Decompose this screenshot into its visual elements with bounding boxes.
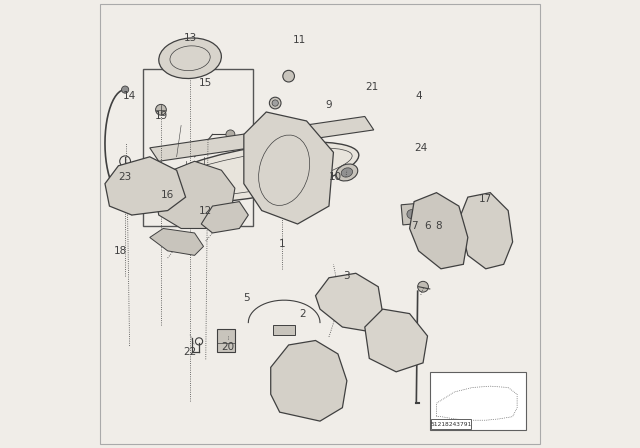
Text: 1: 1 — [278, 239, 285, 249]
Ellipse shape — [151, 142, 359, 203]
Polygon shape — [365, 309, 428, 372]
Text: 2: 2 — [299, 309, 305, 319]
Text: 51218243791: 51218243791 — [430, 422, 472, 427]
Polygon shape — [316, 273, 383, 332]
Text: 8: 8 — [435, 221, 442, 231]
Circle shape — [283, 70, 294, 82]
Ellipse shape — [252, 126, 317, 214]
Text: 19: 19 — [154, 112, 168, 121]
Circle shape — [479, 222, 493, 235]
Circle shape — [427, 217, 451, 240]
Text: 14: 14 — [123, 91, 136, 101]
Text: 5: 5 — [243, 293, 250, 303]
Text: 20: 20 — [221, 342, 235, 352]
Circle shape — [302, 375, 316, 388]
Circle shape — [156, 104, 166, 115]
Circle shape — [294, 131, 310, 146]
Polygon shape — [150, 228, 204, 255]
Text: 24: 24 — [414, 143, 428, 153]
Circle shape — [226, 130, 235, 139]
Circle shape — [269, 97, 281, 109]
Circle shape — [385, 327, 408, 349]
Text: 17: 17 — [479, 194, 492, 204]
Text: 18: 18 — [114, 246, 127, 256]
Polygon shape — [202, 202, 248, 233]
Circle shape — [339, 290, 359, 310]
Bar — [217, 329, 235, 352]
Polygon shape — [410, 193, 468, 269]
Text: 11: 11 — [293, 35, 307, 45]
Text: 23: 23 — [118, 172, 132, 182]
Text: 13: 13 — [184, 33, 196, 43]
Polygon shape — [150, 116, 374, 161]
Polygon shape — [105, 157, 186, 215]
Polygon shape — [271, 340, 347, 421]
Text: 12: 12 — [199, 206, 212, 215]
Text: 7: 7 — [411, 221, 417, 231]
Text: 6: 6 — [424, 221, 431, 231]
Text: 16: 16 — [161, 190, 174, 200]
Ellipse shape — [159, 38, 221, 78]
Circle shape — [122, 194, 129, 201]
Circle shape — [296, 368, 323, 395]
Circle shape — [407, 210, 416, 219]
Circle shape — [418, 281, 428, 292]
Text: 15: 15 — [199, 78, 212, 88]
Circle shape — [391, 333, 401, 344]
Ellipse shape — [336, 164, 358, 181]
Polygon shape — [244, 112, 333, 224]
Text: 10: 10 — [329, 172, 342, 182]
Bar — [273, 325, 296, 335]
Bar — [431, 419, 472, 429]
Circle shape — [272, 100, 278, 106]
Text: 9: 9 — [326, 100, 332, 110]
Circle shape — [433, 222, 445, 235]
Text: 22: 22 — [184, 347, 196, 357]
Bar — [401, 203, 419, 225]
Ellipse shape — [341, 168, 353, 177]
Circle shape — [122, 183, 132, 194]
Text: 4: 4 — [415, 91, 422, 101]
Text: 3: 3 — [344, 271, 350, 280]
Text: 21: 21 — [365, 82, 378, 92]
Polygon shape — [154, 161, 235, 228]
Circle shape — [344, 296, 354, 305]
Bar — [430, 372, 526, 430]
Circle shape — [158, 183, 168, 194]
Circle shape — [182, 50, 198, 66]
Circle shape — [298, 135, 306, 143]
Circle shape — [122, 86, 129, 93]
Polygon shape — [459, 193, 513, 269]
Bar — [143, 69, 253, 226]
